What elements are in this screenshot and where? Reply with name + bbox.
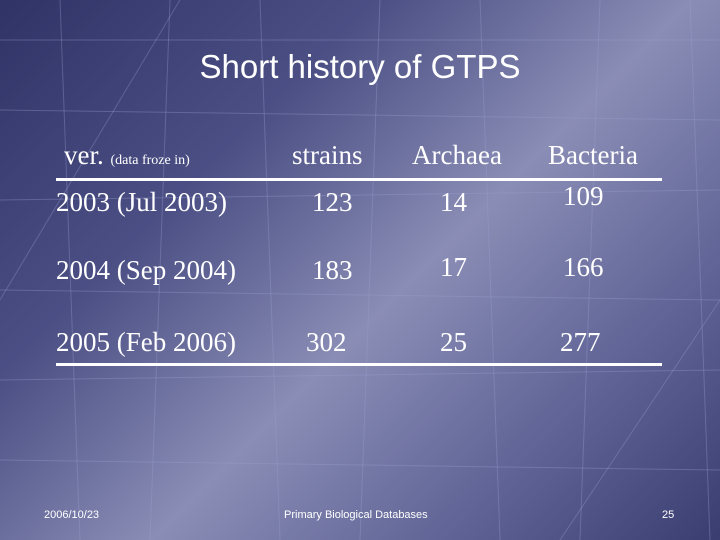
row-2-archaea: 17 [440,252,467,282]
footer-page-number: 25 [662,509,675,521]
row-2-strains: 183 [312,255,353,285]
row-1-version: 2003 (Jul 2003) [56,187,227,217]
row-1-bacteria: 109 [563,181,604,211]
row-3-bacteria: 277 [560,327,601,357]
row-2-version: 2004 (Sep 2004) [56,255,236,285]
row-1-strains: 123 [312,187,353,217]
row-3-version: 2005 (Feb 2006) [56,327,236,357]
slide-title: Short history of GTPS [199,48,521,85]
header-bacteria: Bacteria [548,140,638,170]
header-ver-note: (data froze in) [110,153,190,168]
header-ver: ver. (data froze in) [64,140,190,171]
table-bottom-rule [56,363,662,366]
row-2-bacteria: 166 [563,252,604,282]
header-ver-label: ver. [64,140,104,170]
header-strains: strains [292,140,363,170]
header-archaea: Archaea [412,140,502,170]
row-1-archaea: 14 [440,187,467,217]
footer-center-text: Primary Biological Databases [284,509,428,521]
row-3-strains: 302 [306,327,347,357]
table-top-rule [56,178,662,181]
footer-date: 2006/10/23 [44,509,100,521]
row-3-archaea: 25 [440,327,467,357]
